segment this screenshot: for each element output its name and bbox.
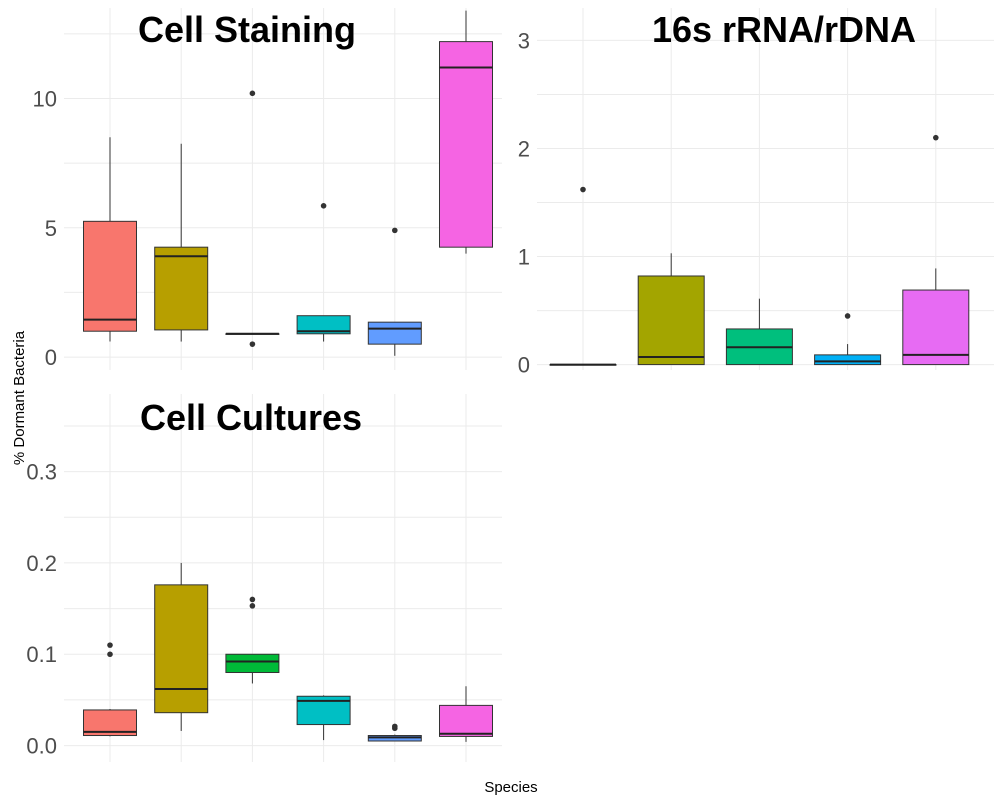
box-body	[439, 704, 493, 737]
outlier-point	[107, 642, 113, 648]
box-1	[83, 642, 137, 737]
box-body	[637, 275, 705, 366]
y-tick-label: 0.2	[26, 551, 57, 576]
box-6	[439, 686, 493, 742]
box-3	[225, 90, 280, 347]
outlier-point	[107, 651, 113, 658]
box-6	[439, 10, 493, 254]
outlier-point	[249, 90, 256, 97]
y-tick-label: 10	[33, 87, 57, 112]
outlier-point	[249, 596, 256, 603]
box-body	[902, 289, 970, 366]
outlier-point	[933, 134, 939, 141]
box-body	[154, 584, 209, 714]
box-2	[637, 253, 705, 366]
box-5	[367, 227, 422, 356]
box-1	[549, 186, 617, 366]
box-4	[296, 695, 351, 741]
panel-cell-staining: 0 5 10 Cell Staining	[33, 8, 502, 370]
y-axis-label: % Dormant Bacteria	[11, 330, 28, 465]
outlier-point	[392, 723, 398, 730]
box-3	[225, 596, 280, 684]
y-tick-label: 0.0	[26, 734, 57, 759]
y-tick-label: 0	[45, 345, 57, 370]
y-tick-label: 3	[518, 28, 530, 53]
box-body	[367, 321, 422, 345]
box-body	[814, 354, 882, 366]
box-5	[902, 134, 970, 366]
y-tick-label: 1	[518, 245, 530, 270]
panel-title-cell-staining: Cell Staining	[138, 9, 356, 50]
box-5	[367, 723, 422, 742]
panel-title-16s-rrna-rdna: 16s rRNA/rDNA	[652, 9, 916, 50]
box-body	[296, 315, 351, 335]
box-2	[154, 143, 209, 342]
x-axis-label: Species	[484, 779, 537, 796]
box-body	[439, 41, 493, 248]
box-body	[225, 653, 280, 674]
box-2	[154, 562, 209, 731]
outlier-point	[249, 341, 256, 347]
outlier-point	[392, 227, 398, 234]
y-tick-label: 0.1	[26, 642, 57, 667]
y-tick-label: 2	[518, 136, 530, 161]
outlier-point	[844, 313, 851, 319]
box-4	[296, 203, 351, 342]
panel-16s-rrna-rdna: 0 1 2 3 16s rRNA/rDNA	[518, 8, 994, 378]
box-1	[83, 137, 137, 342]
y-tick-label: 0.3	[26, 460, 57, 485]
box-body	[154, 246, 209, 331]
outlier-point	[320, 203, 327, 209]
panel-cell-cultures: 0.0 0.1 0.2 0.3 Cell Cultures	[26, 394, 502, 762]
outlier-point	[580, 186, 586, 193]
box-3	[725, 298, 793, 366]
box-body	[83, 220, 137, 332]
y-tick-label: 0	[518, 353, 530, 378]
y-tick-label: 5	[45, 216, 57, 241]
outlier-point	[249, 603, 256, 609]
panel-title-cell-cultures: Cell Cultures	[140, 397, 362, 438]
box-4	[814, 313, 882, 366]
